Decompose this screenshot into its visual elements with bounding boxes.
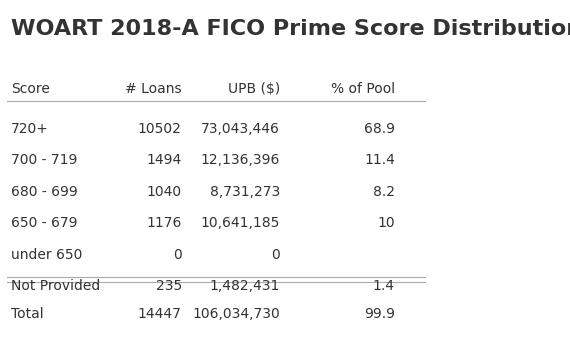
Text: WOART 2018-A FICO Prime Score Distribution: WOART 2018-A FICO Prime Score Distributi… [11,19,570,39]
Text: 10502: 10502 [138,122,182,136]
Text: 1494: 1494 [146,153,182,167]
Text: Score: Score [11,82,50,96]
Text: 14447: 14447 [138,307,182,321]
Text: 650 - 679: 650 - 679 [11,216,78,230]
Text: 99.9: 99.9 [364,307,395,321]
Text: 8.2: 8.2 [373,185,395,199]
Text: # Loans: # Loans [125,82,182,96]
Text: % of Pool: % of Pool [331,82,395,96]
Text: 0: 0 [271,248,280,262]
Text: 68.9: 68.9 [364,122,395,136]
Text: Total: Total [11,307,44,321]
Text: 8,731,273: 8,731,273 [210,185,280,199]
Text: 1040: 1040 [146,185,182,199]
Text: 11.4: 11.4 [364,153,395,167]
Text: 106,034,730: 106,034,730 [192,307,280,321]
Text: 1,482,431: 1,482,431 [209,279,280,293]
Text: 0: 0 [173,248,182,262]
Text: 10: 10 [377,216,395,230]
Text: 73,043,446: 73,043,446 [201,122,280,136]
Text: under 650: under 650 [11,248,83,262]
Text: 12,136,396: 12,136,396 [201,153,280,167]
Text: 235: 235 [156,279,182,293]
Text: 720+: 720+ [11,122,49,136]
Text: UPB ($): UPB ($) [227,82,280,96]
Text: 10,641,185: 10,641,185 [201,216,280,230]
Text: 1.4: 1.4 [373,279,395,293]
Text: 1176: 1176 [146,216,182,230]
Text: 680 - 699: 680 - 699 [11,185,78,199]
Text: 700 - 719: 700 - 719 [11,153,78,167]
Text: Not Provided: Not Provided [11,279,100,293]
